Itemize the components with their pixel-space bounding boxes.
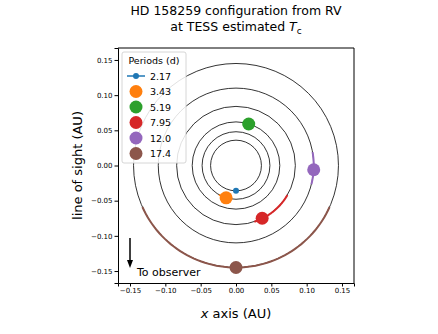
x-axis-label: x axis (AU) [200,306,272,321]
y-tick: −0.15 [91,268,118,276]
x-tick: 0.05 [264,283,280,295]
x-tick: 0.10 [299,283,315,295]
legend-label: 3.43 [150,86,171,97]
y-axis-line [115,49,119,284]
x-tick-label: 0.00 [229,287,245,295]
legend-marker [130,85,143,98]
x-tick-label: 0.10 [299,287,315,295]
x-tick-label: −0.15 [120,287,141,295]
x-tick: 0.15 [335,283,351,295]
legend-item: 2.17 [127,71,171,82]
x-tick-mark [130,283,131,287]
y-tick-mark [115,201,119,202]
y-tick-label: 0.15 [97,57,113,65]
legend-item: 12.0 [130,132,172,145]
planet [242,117,255,130]
x-tick: −0.15 [120,283,141,295]
y-tick: 0.10 [97,92,118,100]
legend-label: 12.0 [150,133,171,144]
legend-box [122,52,186,163]
orbit [134,63,339,267]
x-tick-mark [271,283,272,287]
uncertainty-arc [142,207,329,268]
planet [233,188,239,194]
legend-item: 7.95 [130,116,172,129]
planet [307,163,320,176]
x-tick-mark [236,283,237,287]
orbit [192,122,280,209]
legend-label: 2.17 [150,71,171,82]
x-axis: −0.15 −0.10 −0.05 0.00 0.05 0.10 0.15 [119,283,355,295]
y-tick-label: −0.10 [91,233,112,241]
frame-top [118,48,354,49]
y-tick-mark [115,236,119,237]
orbit [177,106,296,224]
annotation: To observer [136,266,201,279]
legend-marker [133,73,139,79]
y-tick: −0.05 [91,197,118,205]
y-tick-label: −0.05 [91,197,112,205]
legend-label: 7.95 [150,117,171,128]
x-tick-mark [165,283,166,287]
legend-item: 5.19 [130,101,172,114]
planet [220,191,233,204]
observer-arrow-shaft [129,238,131,262]
y-tick: 0.05 [97,127,118,135]
legend-marker [130,147,143,160]
y-tick-mark [115,271,119,272]
y-axis-label: line of sight (AU) [70,111,85,220]
subtitle: at TESS estimated Tc [170,19,301,36]
legend-item: 3.43 [130,85,172,98]
y-tick-mark [115,95,119,96]
legend-marker [130,116,143,129]
legend-marker [130,101,143,114]
x-axis-line [119,284,355,287]
frame-right [354,48,355,283]
x-tick: −0.10 [155,283,176,295]
orbit [211,140,262,191]
observer-arrow-head [127,260,133,268]
y-axis: −0.15 −0.10 −0.05 0.00 0.05 0.10 0.15 [91,49,118,284]
y-tick: 0.15 [97,57,118,65]
x-tick-label: 0.05 [264,287,280,295]
legend-title: Periods (d) [128,55,179,66]
y-tick-mark [115,130,119,131]
x-tick: 0.00 [229,283,245,295]
planet [230,261,243,274]
y-tick: −0.10 [91,233,118,241]
y-tick-mark [115,60,119,61]
x-tick-mark [307,283,308,287]
legend: Periods (d) 2.17 3.43 5.19 7.95 12.0 17.4 [122,52,186,163]
title: HD 158259 configuration from RV [130,3,342,18]
y-tick: 0.00 [97,162,118,170]
x-tick: −0.05 [190,283,211,295]
plot-area [134,63,339,274]
orbit [202,132,270,200]
chart: HD 158259 configuration from RVat TESS e… [0,0,438,334]
legend-label: 5.19 [150,102,171,113]
legend-marker [130,132,143,145]
x-tick-label: 0.15 [335,287,351,295]
x-tick-label: −0.10 [155,287,176,295]
y-tick-label: −0.15 [91,268,112,276]
y-tick-mark [115,166,119,167]
y-tick-label: 0.10 [97,92,113,100]
legend-label: 17.4 [150,148,171,159]
planet [256,212,269,225]
y-tick-label: 0.05 [97,127,113,135]
x-tick-label: −0.05 [190,287,211,295]
x-tick-mark [201,283,202,287]
y-tick-label: 0.00 [97,162,113,170]
legend-item: 17.4 [130,147,172,160]
x-tick-mark [342,283,343,287]
